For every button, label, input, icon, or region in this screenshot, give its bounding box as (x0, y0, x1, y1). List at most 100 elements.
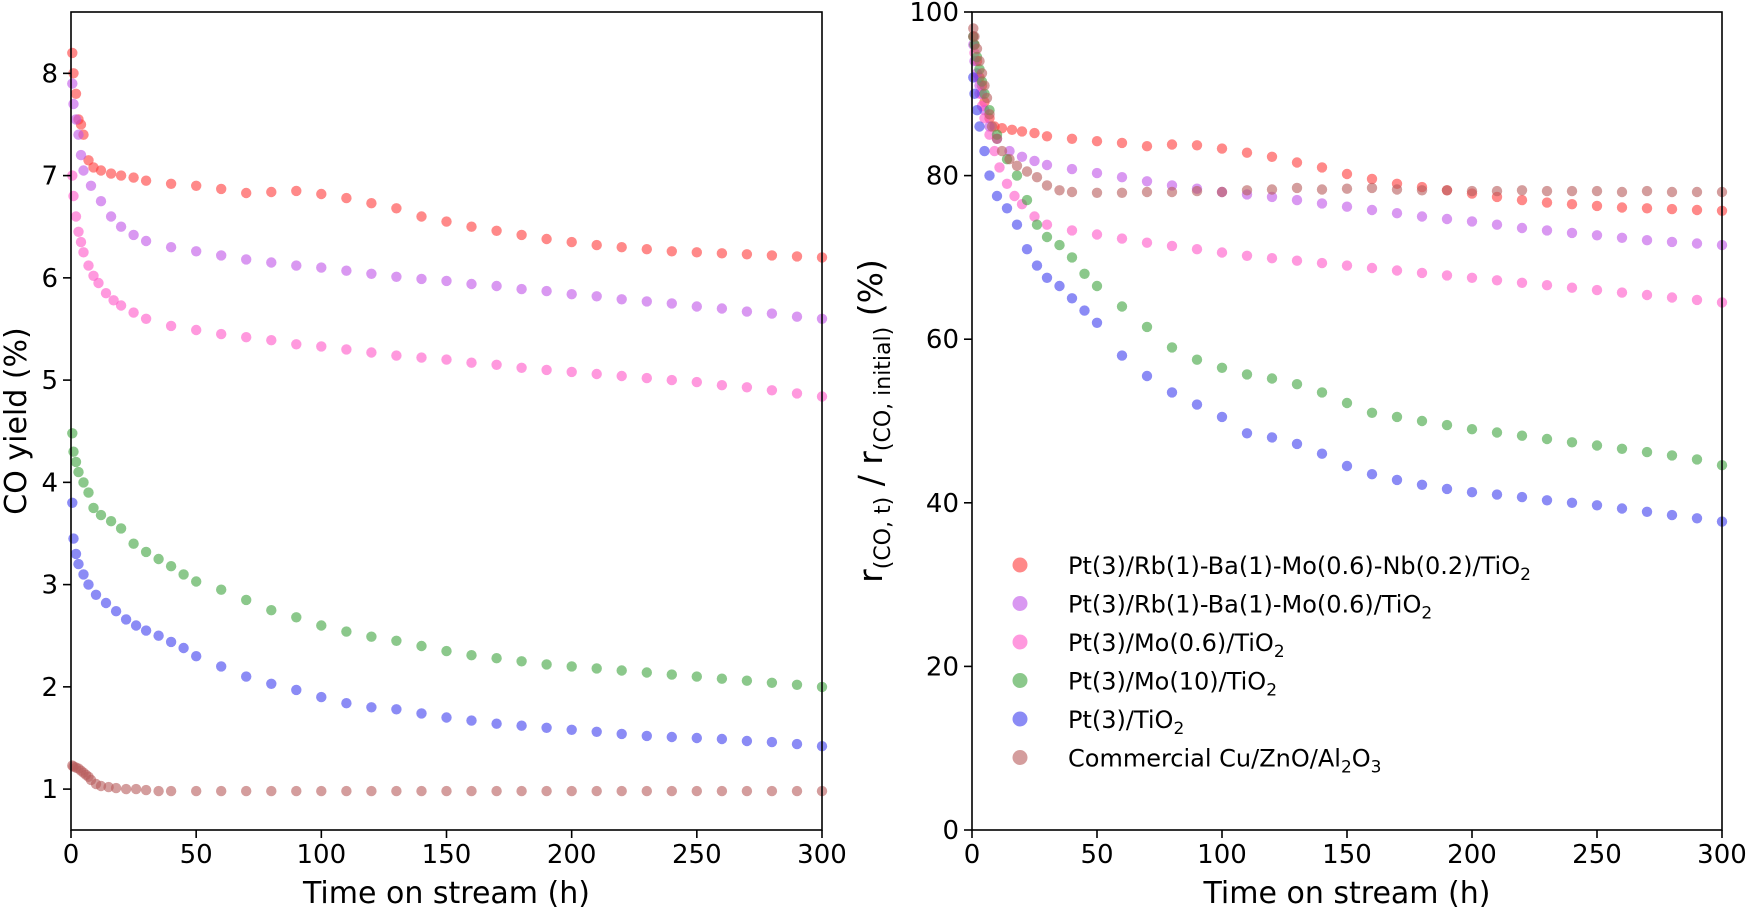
data-point (316, 691, 327, 703)
data-point (1566, 437, 1578, 448)
data-point (1491, 219, 1503, 230)
data-point (1001, 178, 1013, 189)
y-tick-label: 1 (41, 775, 58, 805)
data-point (566, 785, 577, 797)
data-point (128, 538, 139, 549)
data-point (73, 226, 84, 237)
data-point (1591, 500, 1603, 511)
data-point (1641, 446, 1653, 458)
data-point (1391, 208, 1403, 219)
data-point (68, 98, 79, 110)
data-point (1616, 287, 1628, 298)
legend-subscript: 2 (1274, 642, 1285, 662)
data-point (1341, 168, 1353, 180)
data-point (979, 145, 990, 157)
data-point (1616, 232, 1628, 243)
data-point (1066, 133, 1078, 144)
data-point (516, 785, 527, 797)
data-point (1516, 277, 1528, 288)
data-point (1341, 183, 1353, 194)
data-point (716, 248, 728, 259)
data-point (115, 221, 127, 232)
data-point (1079, 305, 1090, 316)
data-point (979, 80, 990, 91)
y-axis-label: r(CO, t) / r(CO, initial) (%) (851, 259, 896, 583)
data-point (1591, 440, 1603, 451)
legend-subscript: 2 (1341, 758, 1352, 778)
data-point (1291, 157, 1303, 168)
data-point (591, 239, 602, 251)
legend-marker (1012, 596, 1028, 611)
data-point (140, 625, 152, 636)
data-point (991, 190, 1003, 202)
y-tick-label: 7 (41, 162, 58, 192)
data-point (1291, 438, 1303, 450)
data-point (241, 785, 252, 797)
data-point (1491, 427, 1503, 438)
data-point (1366, 204, 1378, 216)
data-point (1266, 373, 1278, 384)
data-point (791, 388, 803, 399)
data-point (666, 298, 677, 309)
data-point (1591, 284, 1603, 296)
data-point (1241, 250, 1253, 261)
data-point (1366, 262, 1378, 274)
legend-item: Pt(3)/Mo(0.6)/TiO2 (1012, 629, 1285, 662)
data-point (1266, 432, 1278, 443)
data-point (1566, 497, 1578, 508)
data-point (641, 730, 652, 742)
data-point (191, 180, 202, 191)
data-point (716, 303, 728, 314)
data-point (541, 785, 552, 797)
data-point (153, 630, 164, 641)
data-point (1031, 219, 1043, 230)
data-point (83, 579, 94, 590)
data-point (1116, 172, 1128, 183)
data-point (1316, 257, 1328, 269)
data-point (466, 278, 477, 290)
data-point (616, 665, 627, 676)
data-point (1241, 185, 1253, 196)
data-point (128, 307, 139, 318)
data-point (266, 335, 277, 346)
data-point (100, 288, 112, 299)
legend-label: Commercial Cu/ZnO/Al2O3 (1068, 745, 1382, 778)
legend-marker (1012, 557, 1028, 573)
data-point (1691, 294, 1703, 306)
data-point (366, 347, 377, 358)
data-point (974, 55, 985, 67)
legend-marker (1012, 673, 1028, 688)
legend-label: Pt(3)/Mo(10)/TiO2 (1068, 668, 1277, 701)
data-point (1041, 272, 1053, 283)
data-point (140, 546, 152, 558)
data-point (1016, 126, 1028, 137)
x-tick-label: 0 (964, 840, 981, 870)
data-point (70, 211, 82, 222)
data-point (974, 121, 985, 132)
y-tick-label: 3 (41, 571, 58, 601)
data-point (1116, 301, 1128, 312)
data-point (976, 68, 988, 79)
data-point (1031, 172, 1043, 183)
x-tick-label: 250 (672, 840, 722, 870)
data-point (341, 626, 352, 637)
data-point (791, 785, 803, 797)
data-point (1316, 448, 1328, 459)
data-point (1011, 170, 1023, 181)
data-point (984, 170, 995, 181)
legend-text: Pt(3)/TiO (1068, 706, 1173, 734)
legend-subscript: 2 (1520, 565, 1531, 585)
x-tick-label: 200 (547, 840, 597, 870)
data-point (78, 477, 89, 488)
y-tick-label: 100 (909, 0, 959, 28)
y-tick-label: 80 (926, 162, 959, 192)
legend-item: Commercial Cu/ZnO/Al2O3 (1012, 745, 1382, 778)
data-point (108, 295, 119, 306)
data-point (90, 589, 102, 600)
data-point (1011, 219, 1023, 230)
data-point (516, 229, 527, 241)
data-point (541, 233, 552, 245)
data-point (1291, 194, 1303, 206)
data-point (741, 249, 753, 260)
data-point (1366, 182, 1378, 194)
